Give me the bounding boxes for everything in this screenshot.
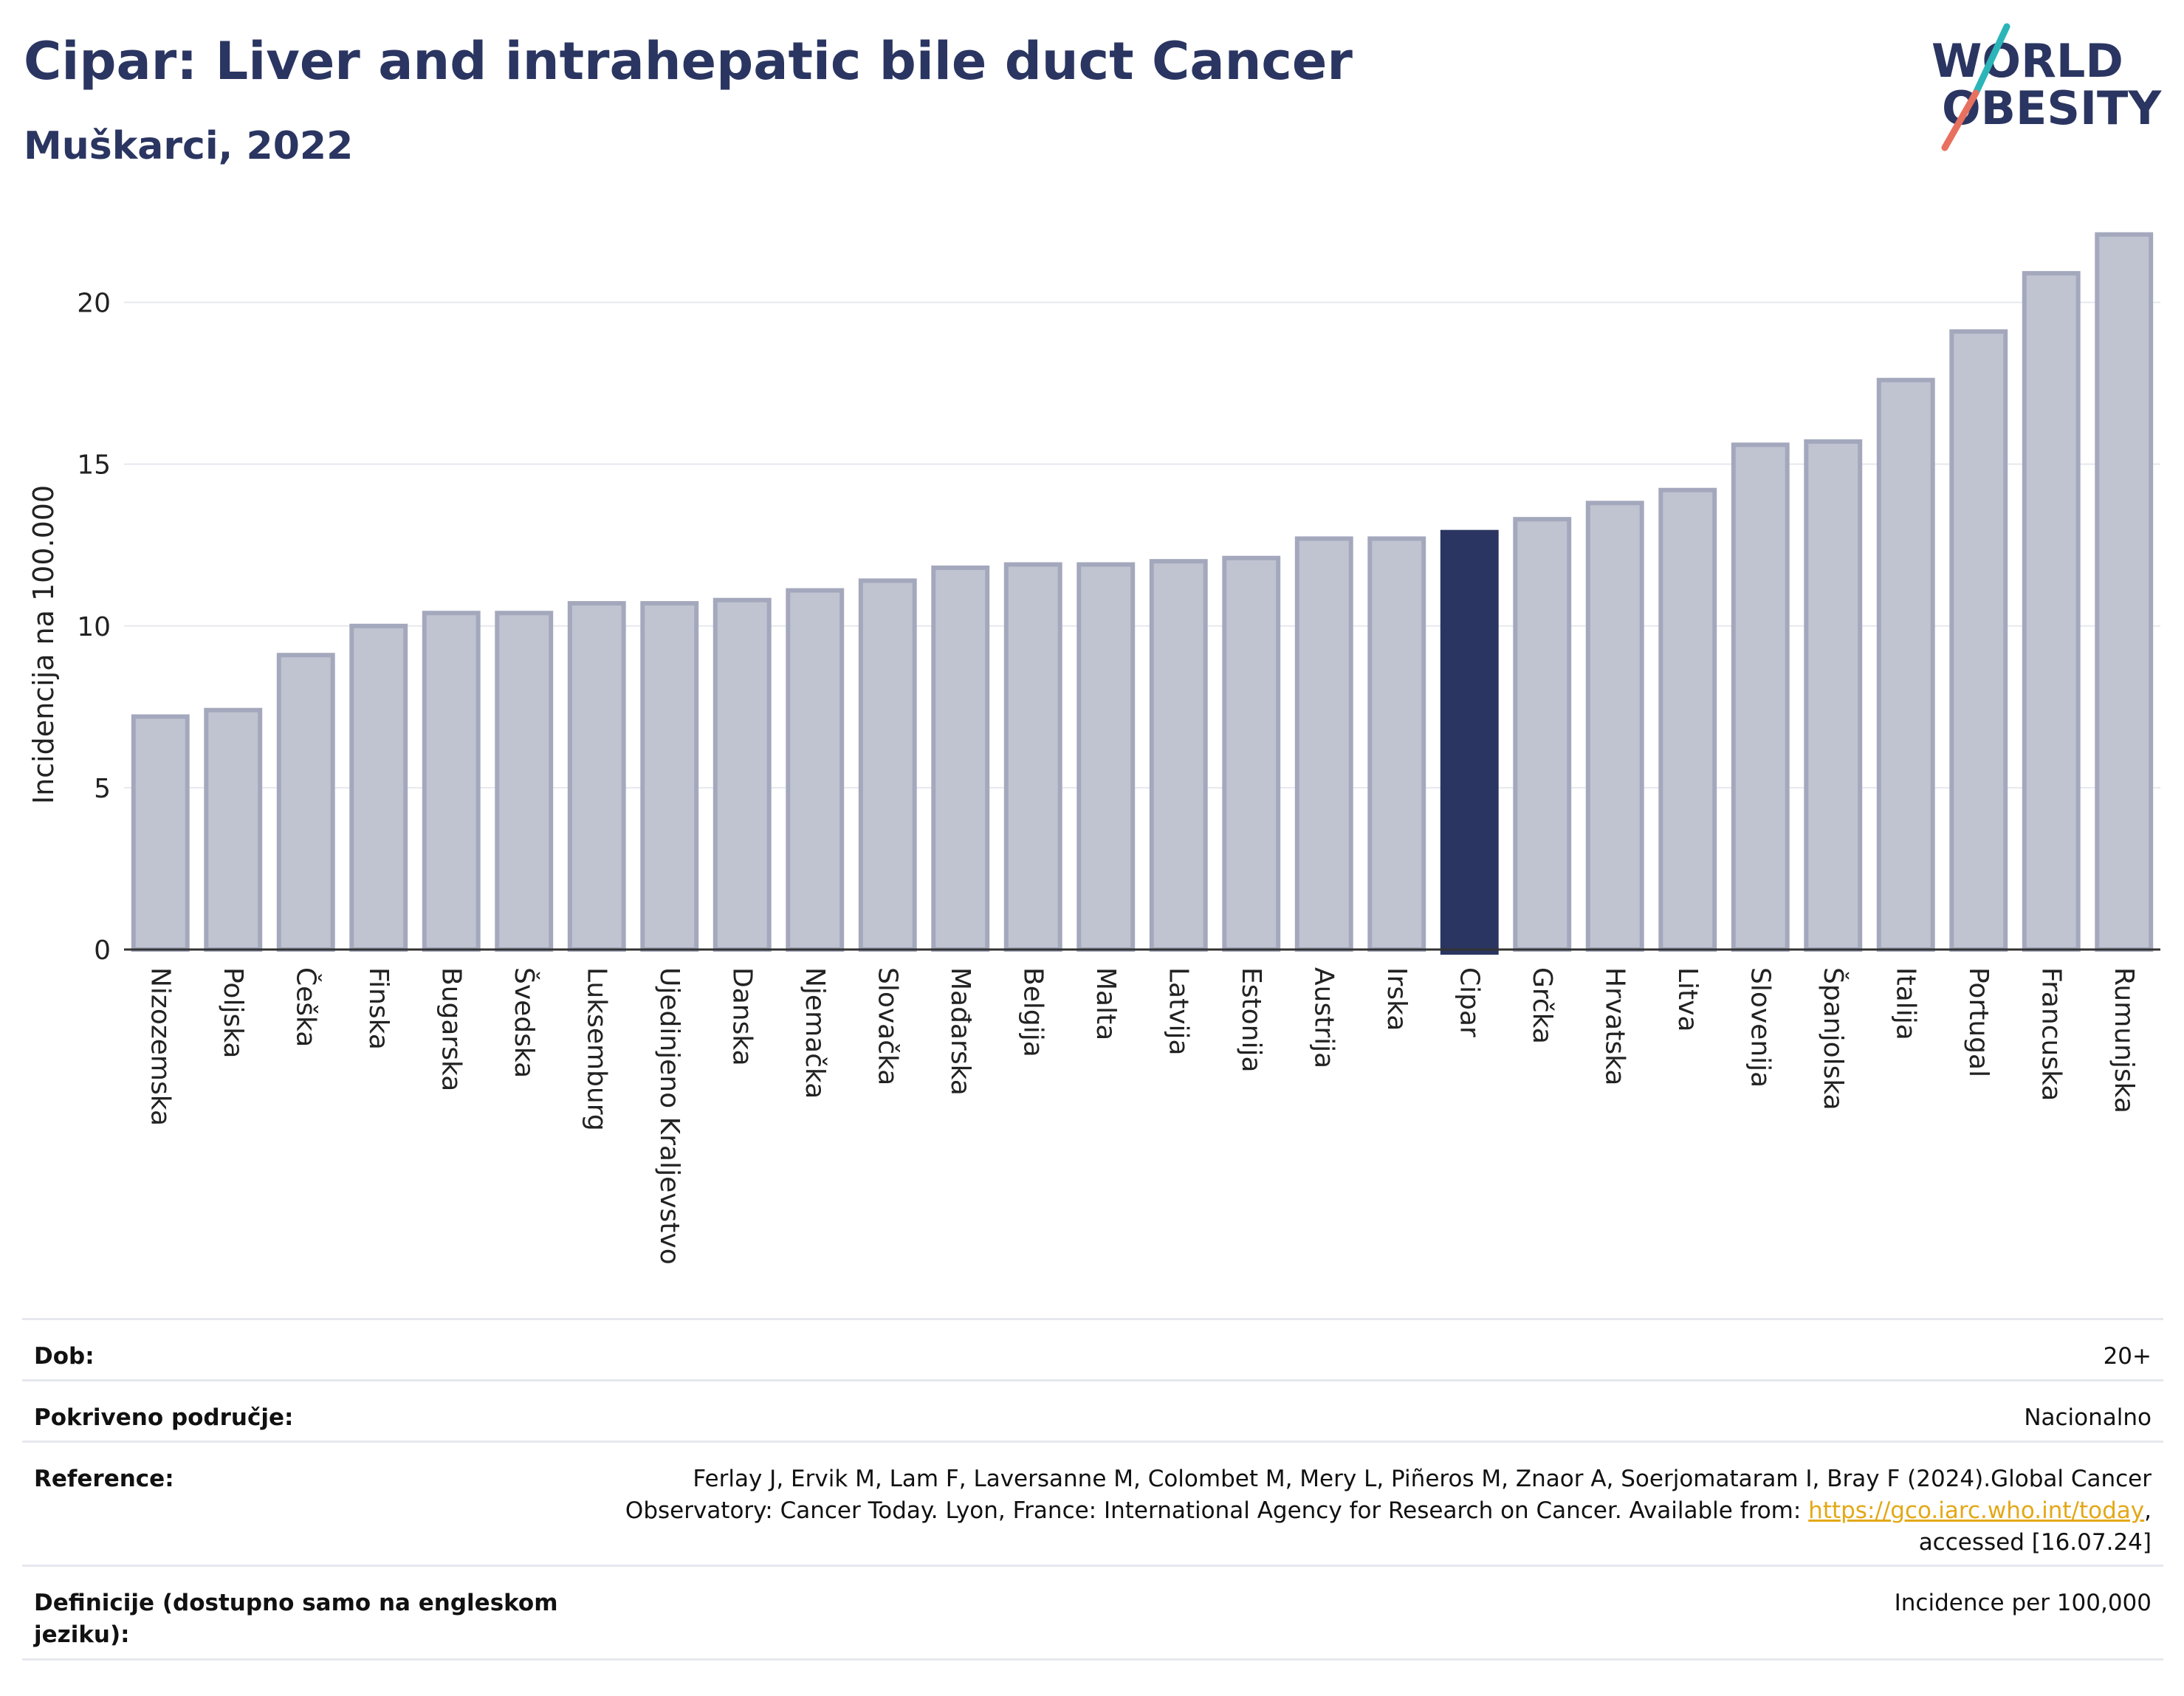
bar-chart: 0 5 10 15 20 Incidencija na 100.000 Nizozemska… bbox=[27, 232, 2160, 1265]
x-tick-label: Ujedinjeno Kraljevstvo bbox=[654, 967, 684, 1265]
logo-text-world: WORLD bbox=[1931, 34, 2123, 88]
x-tick-label: Hrvatska bbox=[1599, 967, 1630, 1085]
bar bbox=[204, 707, 263, 952]
bar bbox=[858, 578, 917, 952]
bar bbox=[931, 565, 990, 952]
world-obesity-logo: WORLD OBESITY bbox=[1931, 23, 2162, 151]
bar bbox=[1658, 487, 1717, 952]
logo-slash-top bbox=[1972, 23, 2010, 97]
age-label: Dob: bbox=[34, 1343, 95, 1370]
bar bbox=[1876, 377, 1935, 952]
bar bbox=[1222, 555, 1281, 952]
logo-slash-bottom bbox=[1941, 89, 1979, 151]
bar bbox=[1585, 501, 1644, 952]
x-tick-label: Cipar bbox=[1454, 967, 1484, 1037]
definitions-value: Incidence per 100,000 bbox=[1894, 1590, 2152, 1616]
coverage-value: Nacionalno bbox=[2024, 1404, 2152, 1431]
y-tick-label: 5 bbox=[94, 774, 111, 804]
bar bbox=[1949, 329, 2008, 952]
definitions-label: Definicije (dostupno samo na engleskom j… bbox=[34, 1590, 558, 1648]
y-tick-label: 10 bbox=[77, 612, 111, 642]
age-value: 20+ bbox=[2103, 1343, 2152, 1370]
x-tick-label: Estonija bbox=[1236, 967, 1266, 1073]
bar bbox=[1294, 536, 1353, 952]
x-tick-label: Slovenija bbox=[1745, 967, 1775, 1088]
meta-row-coverage: Pokriveno područje: Nacionalno bbox=[22, 1379, 2163, 1441]
y-axis-label: Incidencija na 100.000 bbox=[27, 485, 60, 804]
bar bbox=[495, 611, 554, 952]
x-tick-label: Bugarska bbox=[436, 967, 466, 1091]
bar bbox=[786, 588, 845, 952]
bar bbox=[1804, 439, 1863, 952]
x-tick-label: Španjolska bbox=[1818, 967, 1849, 1110]
page-title: Cipar: Liver and intrahepatic bile duct … bbox=[24, 31, 1353, 92]
reference-text: Ferlay J, Ervik M, Lam F, Laversanne M, … bbox=[625, 1466, 2152, 1524]
coverage-label: Pokriveno područje: bbox=[34, 1404, 294, 1431]
bar bbox=[1003, 562, 1062, 952]
bar bbox=[276, 653, 335, 952]
x-tick-label: Belgija bbox=[1017, 967, 1048, 1057]
x-tick-label: Njemačka bbox=[800, 967, 830, 1099]
bar bbox=[2095, 232, 2154, 952]
y-tick-label: 20 bbox=[77, 289, 111, 319]
x-tick-label: Luksemburg bbox=[581, 967, 611, 1131]
x-tick-label: Rumunjska bbox=[2109, 967, 2139, 1113]
x-tick-label: Portugal bbox=[1963, 967, 1994, 1077]
bar bbox=[2022, 271, 2081, 952]
bar bbox=[712, 597, 772, 952]
x-tick-label: Italija bbox=[1890, 967, 1920, 1040]
reference-suffix: , accessed [16.07.24] bbox=[1918, 1497, 2152, 1556]
x-tick-label: Nizozemska bbox=[145, 967, 175, 1126]
x-tick-label: Finska bbox=[363, 967, 394, 1050]
reference-link[interactable]: https://gco.iarc.who.int/today bbox=[1808, 1497, 2145, 1524]
x-tick-label: Grčka bbox=[1527, 967, 1557, 1044]
y-tick-label: 0 bbox=[94, 935, 111, 966]
x-tick-label: Švedska bbox=[509, 967, 540, 1078]
bar-highlight bbox=[1440, 529, 1499, 955]
bar bbox=[422, 611, 481, 952]
page-subtitle: Muškarci, 2022 bbox=[24, 124, 354, 168]
x-tick-label: Francuska bbox=[2036, 967, 2066, 1101]
reference-label: Reference: bbox=[34, 1466, 174, 1492]
bar bbox=[349, 623, 408, 952]
meta-row-reference: Reference: Ferlay J, Ervik M, Lam F, Lav… bbox=[22, 1441, 2163, 1565]
x-tick-label: Mađarska bbox=[945, 967, 975, 1096]
x-tick-label: Poljska bbox=[218, 967, 248, 1059]
reference-value: Ferlay J, Ervik M, Lam F, Laversanne M, … bbox=[601, 1463, 2152, 1559]
y-tick-label: 15 bbox=[77, 450, 111, 481]
bar bbox=[131, 714, 190, 952]
x-tick-label: Irska bbox=[1381, 967, 1412, 1031]
x-tick-label: Latvija bbox=[1163, 967, 1193, 1056]
meta-row-age: Dob: 20+ bbox=[22, 1318, 2163, 1379]
bar bbox=[1367, 536, 1426, 952]
bar bbox=[1513, 517, 1572, 952]
x-tick-label: Litva bbox=[1672, 967, 1703, 1032]
x-tick-label: Češka bbox=[290, 967, 321, 1047]
bar bbox=[640, 601, 699, 952]
x-tick-label: Austrija bbox=[1308, 967, 1339, 1068]
bar bbox=[1149, 559, 1208, 952]
bar bbox=[1731, 442, 1790, 952]
metadata-table: Dob: 20+ Pokriveno područje: Nacionalno … bbox=[22, 1318, 2163, 1661]
x-tick-label: Slovačka bbox=[872, 967, 902, 1085]
x-tick-label: Danska bbox=[727, 967, 757, 1066]
meta-row-definitions: Definicije (dostupno samo na engleskom j… bbox=[22, 1565, 2163, 1661]
bar bbox=[567, 601, 626, 952]
x-tick-label: Malta bbox=[1091, 967, 1121, 1040]
bar bbox=[1076, 562, 1136, 952]
